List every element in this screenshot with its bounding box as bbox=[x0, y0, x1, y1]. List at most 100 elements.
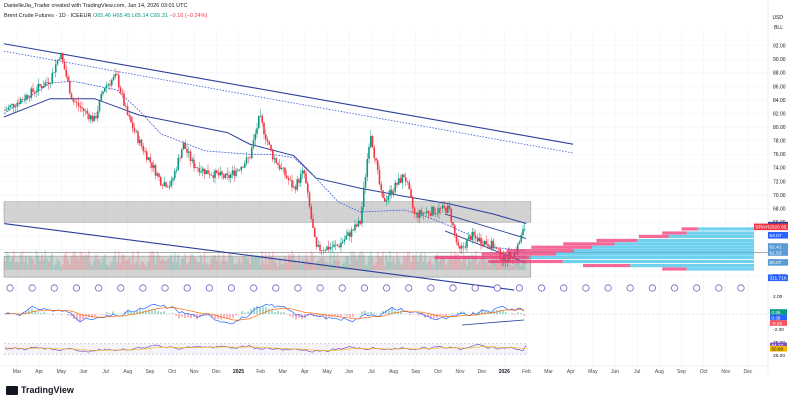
volume-bar bbox=[315, 261, 318, 270]
volume-bar bbox=[58, 261, 61, 270]
candle-body bbox=[399, 178, 402, 183]
volume-bar bbox=[121, 254, 124, 270]
profile-bar-down bbox=[596, 238, 637, 243]
candle-body bbox=[291, 180, 293, 188]
macd-histogram-bar bbox=[52, 314, 54, 316]
volume-bar bbox=[16, 261, 19, 270]
time-tick-label: Aug bbox=[123, 369, 132, 375]
macd-histogram-bar bbox=[94, 314, 96, 317]
volume-bar bbox=[170, 254, 173, 270]
candle-body bbox=[163, 182, 166, 186]
support-zone bbox=[3, 255, 532, 278]
price-tick-label: 70.00 bbox=[773, 193, 786, 199]
macd-histogram-bar bbox=[358, 314, 360, 315]
macd-histogram-bar bbox=[379, 313, 381, 315]
candle-body bbox=[98, 100, 101, 112]
volume-bar bbox=[40, 254, 43, 270]
volume-bar bbox=[46, 258, 48, 270]
volume-bar bbox=[476, 264, 479, 270]
candles-layer bbox=[4, 52, 526, 268]
event-marker-icon bbox=[72, 284, 81, 292]
candle-body bbox=[481, 244, 484, 246]
candle-body bbox=[355, 224, 358, 227]
event-marker-icon bbox=[338, 284, 346, 292]
profile-bar-down bbox=[531, 245, 592, 249]
profile-bar-down bbox=[681, 227, 698, 231]
candle-body bbox=[390, 189, 393, 195]
candle-body bbox=[109, 84, 111, 86]
event-marker-icon bbox=[493, 284, 501, 292]
macd-histogram-bar bbox=[268, 308, 270, 315]
candle-body bbox=[417, 212, 419, 218]
candle-body bbox=[292, 186, 295, 188]
volume-bar bbox=[86, 254, 89, 270]
volume-bar bbox=[292, 253, 295, 270]
volume-bar bbox=[142, 262, 145, 270]
price-change: −0.16 (−0.24%) bbox=[169, 13, 208, 19]
volume-bar bbox=[25, 255, 27, 270]
candle-body bbox=[137, 131, 139, 143]
time-tick-label: Sep bbox=[145, 369, 154, 375]
volume-bar bbox=[131, 251, 134, 270]
volume-bar bbox=[506, 264, 509, 270]
volume-bar bbox=[455, 253, 458, 270]
candle-body bbox=[14, 106, 17, 108]
macd-histogram-bar bbox=[298, 314, 300, 318]
macd-histogram-bar bbox=[442, 314, 444, 316]
volume-bar bbox=[271, 251, 274, 270]
macd-histogram-bar bbox=[421, 314, 423, 316]
volume-bar bbox=[179, 264, 181, 270]
candle-body bbox=[392, 191, 395, 195]
time-tick-label: 2025 bbox=[233, 369, 244, 375]
candle-body bbox=[112, 76, 115, 81]
candle-body bbox=[26, 95, 29, 99]
macd-histogram-bar bbox=[193, 314, 195, 318]
volume-bar bbox=[459, 259, 461, 270]
profile-bar-up bbox=[668, 234, 754, 239]
rsi-ma-line bbox=[4, 346, 526, 351]
volume-bar bbox=[207, 265, 209, 270]
volume-bar bbox=[257, 255, 260, 270]
time-tick-label: Nov bbox=[190, 369, 199, 375]
macd-histogram-bar bbox=[454, 313, 456, 315]
candle-body bbox=[247, 157, 250, 159]
candle-body bbox=[457, 242, 460, 246]
candle-body bbox=[432, 206, 435, 215]
volume-bar bbox=[390, 262, 393, 270]
macd-histogram-bar bbox=[343, 314, 345, 315]
candle-body bbox=[21, 99, 24, 100]
candle-body bbox=[306, 183, 309, 193]
volume-bar bbox=[30, 258, 33, 270]
candle-body bbox=[161, 185, 164, 187]
candle-body bbox=[236, 169, 239, 171]
candle-body bbox=[142, 146, 145, 152]
candle-body bbox=[331, 247, 334, 248]
candle-body bbox=[130, 116, 132, 123]
candle-body bbox=[494, 247, 496, 249]
volume-bar bbox=[431, 263, 433, 270]
macd-histogram-bar bbox=[445, 314, 447, 317]
volume-bar bbox=[256, 254, 258, 270]
volume-bar bbox=[424, 252, 426, 270]
candle-body bbox=[249, 157, 251, 159]
macd-histogram-bar bbox=[163, 311, 165, 315]
candle-body bbox=[23, 99, 26, 101]
candle-body bbox=[312, 218, 314, 228]
candle-body bbox=[154, 165, 157, 176]
volume-bar bbox=[49, 254, 52, 270]
volume-bar bbox=[394, 264, 397, 270]
volume-bar bbox=[380, 256, 383, 270]
price-label-text: 61.53 bbox=[770, 250, 782, 256]
candle-body bbox=[61, 53, 64, 62]
candle-body bbox=[394, 182, 397, 192]
event-marker-icon bbox=[471, 284, 479, 292]
volume-bar bbox=[65, 251, 68, 270]
volume-bar bbox=[485, 261, 488, 270]
candle-body bbox=[68, 81, 71, 94]
candle-body bbox=[284, 167, 286, 176]
rsi-value-text: 64.12 bbox=[772, 343, 784, 348]
candle-body bbox=[196, 167, 199, 169]
volume-bar bbox=[399, 264, 402, 270]
event-marker-icon bbox=[227, 284, 236, 292]
volume-bar bbox=[133, 264, 136, 270]
